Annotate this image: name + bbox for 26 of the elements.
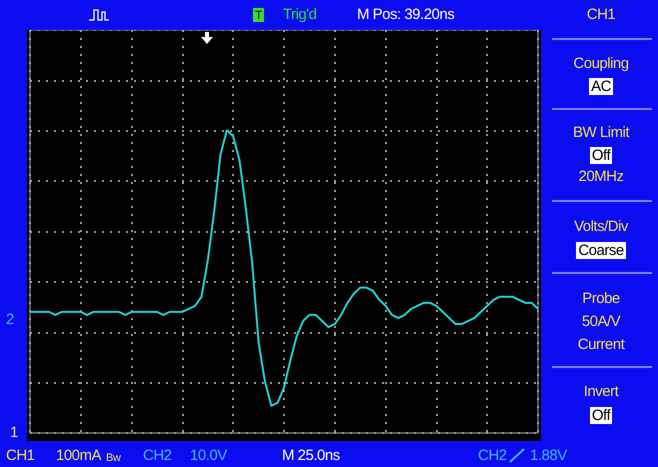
text: Coarse [576,242,626,259]
text: CH2 [478,447,507,464]
text: Off [590,147,612,164]
text: Invert [582,383,620,400]
text: Trig'd [283,6,316,23]
text: M 25.0ns [282,447,340,464]
text: 1 [10,424,18,441]
text: BW Limit [572,124,630,141]
text: 1.88V [530,447,567,464]
text: CH1 [6,447,35,464]
text: CH2 [143,447,172,464]
text: Bw [106,452,120,464]
text: 100mA [56,447,102,464]
text: T [253,8,264,22]
text: 10.0V [190,447,227,464]
text: Off [590,407,612,424]
text: 50A/V [580,313,622,330]
text: 2 [6,311,14,328]
text: CH1 [586,6,616,23]
text: Probe [581,290,621,307]
text: AC [589,78,613,95]
text: Coupling [572,55,630,72]
text: Current [576,336,626,353]
text: M Pos: 39.20ns [357,6,454,23]
text: Volts/Div [573,218,630,235]
text: 20MHz [577,168,624,185]
